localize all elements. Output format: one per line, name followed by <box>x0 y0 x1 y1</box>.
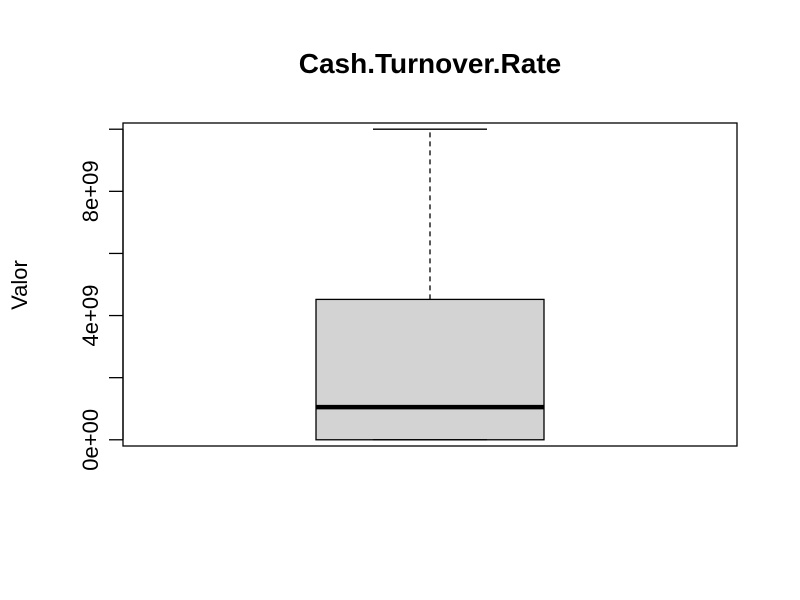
chart-title: Cash.Turnover.Rate <box>299 48 561 79</box>
boxplot <box>315 128 545 441</box>
y-tick-label: 8e+09 <box>78 160 103 222</box>
y-tick-label: 0e+00 <box>78 409 103 471</box>
y-tick-label: 4e+09 <box>78 285 103 347</box>
y-axis-label: Valor <box>7 260 32 310</box>
interquartile-box <box>315 298 545 441</box>
y-axis: 0e+00 4e+09 8e+09 <box>78 128 124 471</box>
